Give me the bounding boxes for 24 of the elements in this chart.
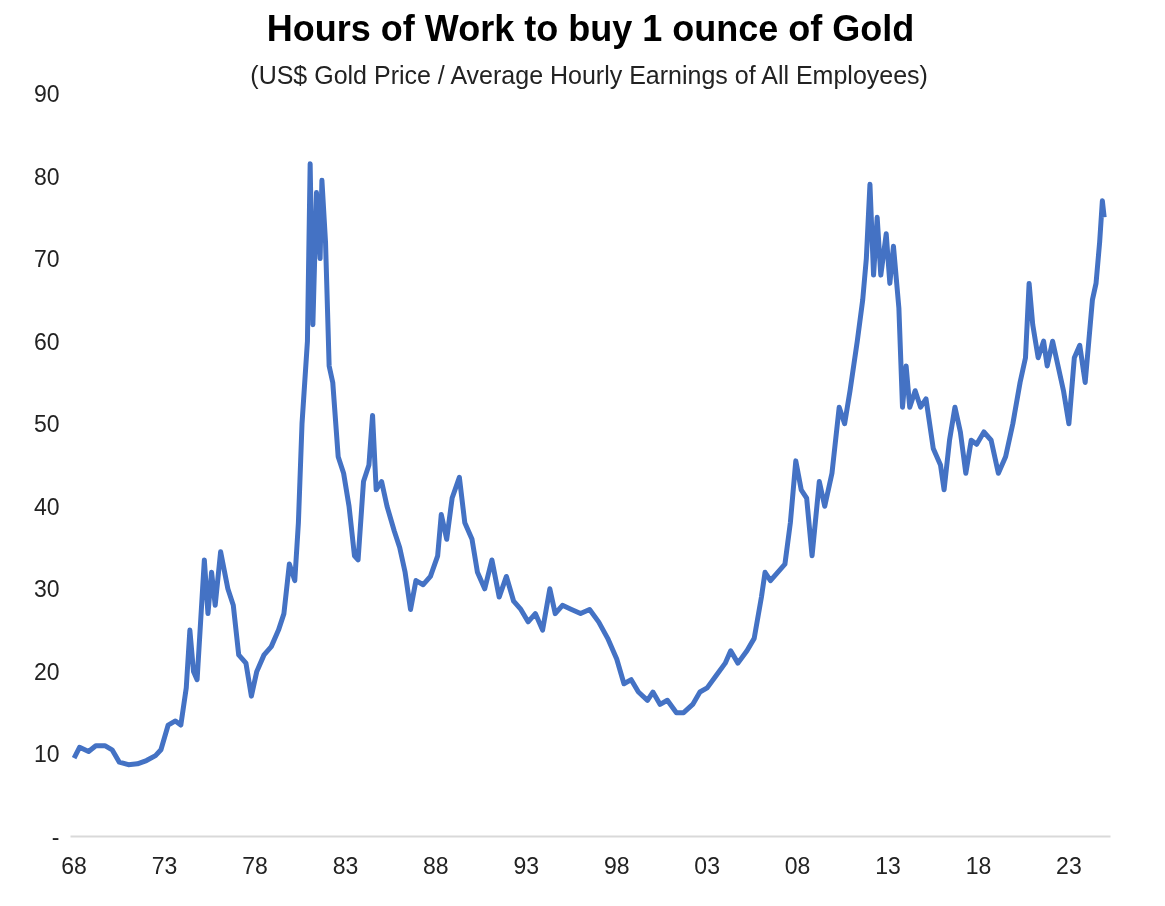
x-tick-label: 73 [151,852,178,879]
y-tick-label: - [51,824,60,850]
chart-subtitle: (US$ Gold Price / Average Hourly Earnings of All Employees) [250,60,928,89]
x-tick-label: 78 [242,852,268,879]
y-tick-label: 10 [33,741,60,768]
x-tick-label: 13 [875,852,901,879]
y-tick-label: 40 [33,493,60,520]
x-tick-label: 03 [694,852,720,879]
x-tick-label: 23 [1056,852,1082,879]
x-tick-label: 88 [423,852,449,879]
y-tick-label: 70 [33,246,60,273]
x-tick-label: 18 [965,852,992,879]
x-tick-label: 93 [513,852,540,879]
chart-title: Hours of Work to buy 1 ounce of Gold [266,7,915,49]
y-tick-label: 60 [33,328,60,355]
y-tick-label: 80 [33,163,60,190]
x-tick-label: 68 [61,852,87,879]
x-tick-label: 83 [332,852,359,879]
y-tick-label: 20 [33,658,60,685]
x-tick-label: 98 [603,852,630,879]
y-tick-label: 30 [33,576,60,603]
x-tick-label: 08 [784,852,811,879]
y-tick-label: 50 [33,411,60,438]
y-tick-label: 90 [33,81,60,107]
